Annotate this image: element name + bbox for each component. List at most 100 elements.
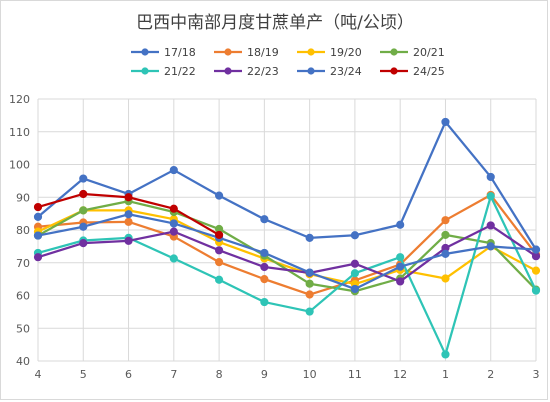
- data-point-17-18: [260, 215, 269, 224]
- data-point-22-23: [486, 221, 495, 230]
- legend-swatch: [214, 48, 242, 56]
- legend-label: 20/21: [413, 46, 445, 59]
- data-point-23-24: [305, 268, 314, 277]
- y-tick-label: 120: [9, 93, 30, 106]
- series-line-20-21: [37, 200, 537, 293]
- data-point-18-19: [214, 257, 224, 267]
- y-tick-label: 90: [16, 191, 30, 204]
- series-line-18-19: [37, 193, 537, 296]
- data-point-23-24: [531, 245, 541, 254]
- x-tick-label: 9: [261, 368, 268, 381]
- data-point-23-24: [486, 242, 495, 251]
- legend-label: 17/18: [164, 46, 196, 59]
- legend-swatch: [380, 67, 408, 75]
- data-point-21-22: [350, 269, 360, 278]
- data-point-23-24: [169, 219, 178, 228]
- data-point-22-23: [396, 277, 405, 286]
- data-point-22-23: [169, 227, 178, 236]
- data-point-22-23: [33, 253, 43, 262]
- data-point-20-21: [305, 279, 314, 288]
- x-tick-label: 11: [348, 368, 362, 381]
- y-tick-label: 40: [16, 355, 30, 368]
- series-line-17-18: [37, 120, 537, 251]
- data-point-17-18: [350, 231, 360, 240]
- data-point-24-25: [169, 204, 178, 213]
- series-line-19-20: [37, 209, 537, 286]
- data-point-22-23: [350, 259, 360, 268]
- data-point-24-25: [33, 202, 43, 212]
- data-point-17-18: [33, 212, 43, 221]
- x-tick-label: 2: [487, 368, 494, 381]
- data-point-23-24: [33, 231, 43, 240]
- data-point-21-22: [305, 307, 314, 316]
- data-point-24-25: [214, 230, 224, 240]
- data-point-17-18: [214, 191, 224, 200]
- legend-swatch: [297, 67, 325, 75]
- data-point-23-24: [79, 222, 88, 231]
- series-line-22-23: [37, 224, 537, 283]
- legend-swatch: [380, 48, 408, 56]
- legend-label: 23/24: [330, 65, 362, 78]
- y-tick-label: 110: [9, 126, 30, 139]
- y-tick-label: 70: [16, 257, 30, 270]
- legend-row: 21/22 22/23 23/24 24/25: [0, 63, 550, 81]
- data-point-23-24: [260, 248, 269, 258]
- data-point-23-24: [396, 262, 405, 271]
- x-tick-label: 7: [170, 368, 177, 381]
- data-point-21-22: [441, 350, 450, 359]
- data-point-22-23: [214, 246, 224, 255]
- series-line-23-24: [37, 213, 537, 291]
- data-point-23-24: [441, 249, 450, 259]
- data-point-23-24: [350, 284, 360, 294]
- legend-label: 18/19: [247, 46, 279, 59]
- data-point-21-22: [260, 297, 269, 307]
- data-point-20-21: [79, 206, 88, 215]
- x-tick-label: 12: [393, 368, 407, 381]
- data-point-21-22: [169, 254, 178, 263]
- data-point-17-18: [486, 172, 495, 182]
- data-point-17-18: [79, 174, 88, 183]
- x-tick-label: 4: [35, 368, 42, 381]
- data-point-17-18: [305, 233, 314, 242]
- legend-label: 24/25: [413, 65, 445, 78]
- series-line-21-22: [37, 195, 538, 356]
- legend-swatch: [214, 67, 242, 75]
- legend-label: 22/23: [247, 65, 279, 78]
- chart-title: 巴西中南部月度甘蔗单产（吨/公顷）: [136, 13, 414, 33]
- data-point-18-19: [124, 217, 133, 226]
- legend-label: 21/22: [164, 65, 196, 78]
- data-point-18-19: [305, 290, 314, 299]
- data-point-22-23: [79, 239, 88, 248]
- data-point-23-24: [124, 210, 133, 219]
- data-point-22-23: [124, 236, 133, 245]
- legend-row: 17/18 18/19 19/20 20/21: [0, 44, 550, 62]
- x-tick-label: 8: [216, 368, 223, 381]
- data-point-21-22: [214, 275, 224, 284]
- data-point-18-19: [260, 275, 269, 284]
- data-point-21-22: [486, 192, 495, 201]
- data-point-24-25: [124, 193, 133, 202]
- legend-swatch: [131, 48, 159, 56]
- x-tick-label: 6: [125, 368, 132, 381]
- data-point-17-18: [396, 220, 405, 229]
- y-tick-label: 50: [16, 322, 30, 335]
- data-point-24-25: [79, 189, 88, 199]
- legend-swatch: [131, 67, 159, 75]
- y-tick-label: 100: [9, 159, 30, 172]
- data-point-21-22: [396, 253, 405, 262]
- data-point-17-18: [441, 117, 450, 127]
- x-tick-label: 1: [442, 368, 449, 381]
- x-tick-label: 3: [533, 368, 540, 381]
- data-point-19-20: [441, 274, 450, 283]
- data-point-20-21: [441, 230, 450, 240]
- y-tick-label: 80: [16, 224, 30, 237]
- y-tick-label: 60: [16, 290, 30, 303]
- x-tick-label: 10: [303, 368, 317, 381]
- data-point-21-22: [531, 286, 541, 295]
- data-point-19-20: [531, 266, 541, 275]
- legend-swatch: [297, 48, 325, 56]
- data-point-17-18: [169, 165, 178, 175]
- data-point-18-19: [441, 216, 450, 225]
